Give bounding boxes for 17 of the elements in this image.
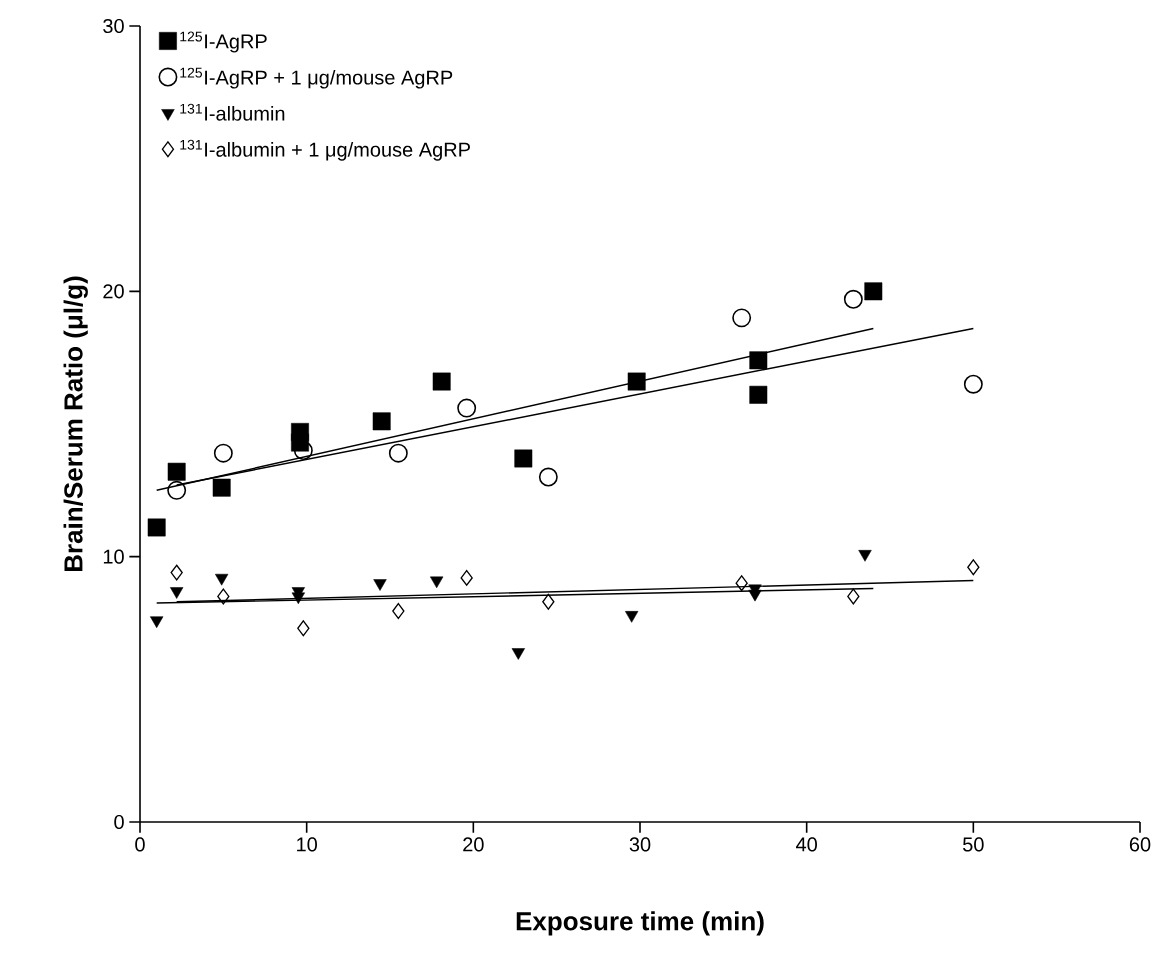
y-tick-label: 0	[114, 814, 124, 830]
x-axis-title: Exposure time (min)	[516, 911, 764, 936]
legend-label: $^{131}$I-albumin	[180, 103, 285, 121]
legend-label: $^{131}$I-albumin + 1 μg/mouse AgRP	[180, 139, 470, 161]
x-tick-label: 20	[463, 837, 484, 852]
x-tick-label: 40	[796, 837, 817, 852]
x-tick-label: 60	[1129, 837, 1151, 852]
y-tick-label: 30	[103, 18, 124, 34]
x-tick-label: 50	[963, 837, 984, 852]
y-tick-label: 20	[103, 284, 124, 299]
legend-label: $^{125}$I-AgRP	[180, 31, 267, 53]
x-tick-label: 0	[135, 837, 145, 852]
x-tick-label: 30	[629, 837, 651, 852]
legend-label: $^{125}$I-AgRP + 1 μg/mouse AgRP	[180, 67, 453, 89]
y-tick-label: 10	[103, 549, 124, 564]
y-axis-title: Brain/Serum Ratio (μl/g)	[63, 276, 88, 572]
x-tick-label: 10	[297, 837, 317, 852]
